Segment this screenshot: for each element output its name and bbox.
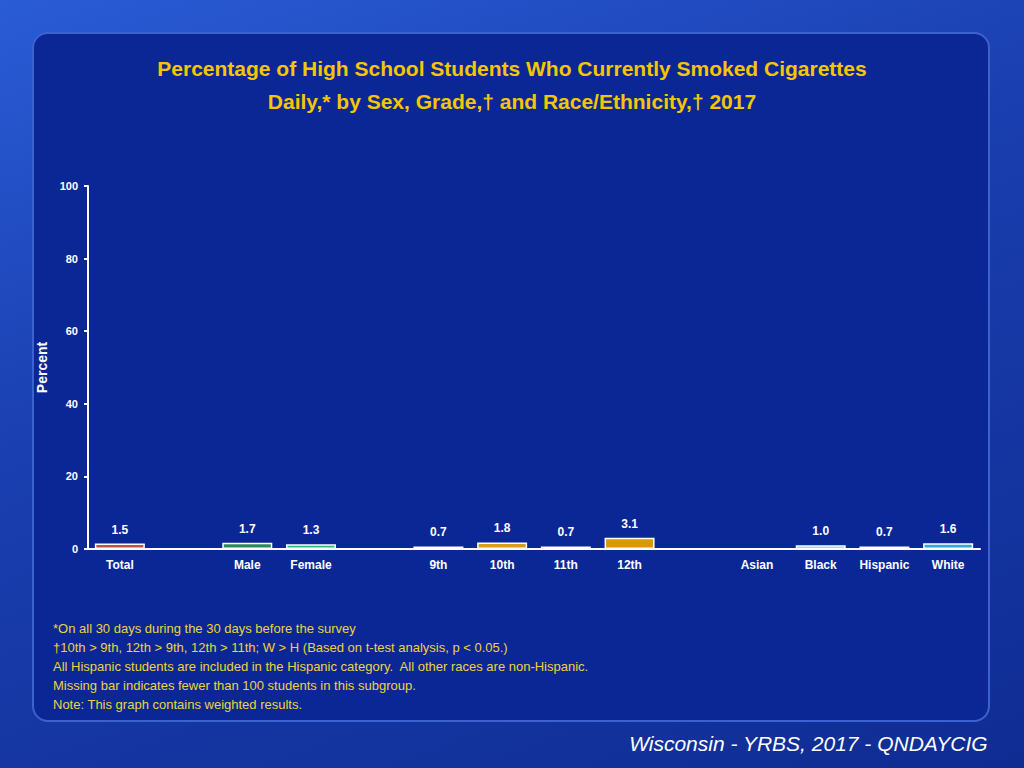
svg-text:0: 0 bbox=[72, 543, 78, 555]
svg-text:80: 80 bbox=[66, 253, 78, 265]
svg-text:Asian: Asian bbox=[741, 558, 774, 572]
svg-text:10th: 10th bbox=[490, 558, 515, 572]
svg-text:Note: This graph contains weig: Note: This graph contains weighted resul… bbox=[53, 697, 302, 712]
svg-text:20: 20 bbox=[66, 470, 78, 482]
svg-text:1.6: 1.6 bbox=[940, 522, 957, 536]
svg-text:Female: Female bbox=[290, 558, 332, 572]
svg-text:Missing bar indicates fewer th: Missing bar indicates fewer than 100 stu… bbox=[53, 678, 416, 693]
svg-text:3.1: 3.1 bbox=[621, 517, 638, 531]
svg-text:1.7: 1.7 bbox=[239, 522, 256, 536]
svg-text:Male: Male bbox=[234, 558, 261, 572]
svg-text:11th: 11th bbox=[554, 558, 578, 572]
svg-text:Wisconsin - YRBS, 2017 - QNDAY: Wisconsin - YRBS, 2017 - QNDAYCIG bbox=[629, 732, 987, 755]
svg-text:100: 100 bbox=[60, 180, 78, 192]
svg-text:1.8: 1.8 bbox=[494, 521, 511, 535]
svg-text:Percent: Percent bbox=[34, 341, 50, 393]
svg-text:Total: Total bbox=[106, 558, 134, 572]
svg-text:0.7: 0.7 bbox=[558, 525, 575, 539]
svg-text:1.0: 1.0 bbox=[812, 524, 829, 538]
svg-text:Percentage of High School Stud: Percentage of High School Students Who C… bbox=[157, 57, 866, 80]
svg-text:1.5: 1.5 bbox=[112, 523, 129, 537]
svg-text:0.7: 0.7 bbox=[430, 525, 447, 539]
svg-text:Daily,* by Sex, Grade,† and Ra: Daily,* by Sex, Grade,† and Race/Ethnici… bbox=[268, 90, 756, 113]
svg-text:9th: 9th bbox=[429, 558, 447, 572]
svg-text:†10th > 9th, 12th > 9th, 12th: †10th > 9th, 12th > 9th, 12th > 11th; W … bbox=[53, 640, 508, 655]
svg-text:Hispanic: Hispanic bbox=[859, 558, 909, 572]
svg-text:60: 60 bbox=[66, 325, 78, 337]
svg-text:*On all 30 days during the 30: *On all 30 days during the 30 days befor… bbox=[53, 621, 356, 636]
svg-text:12th: 12th bbox=[617, 558, 642, 572]
svg-text:0.7: 0.7 bbox=[876, 525, 893, 539]
svg-text:All Hispanic students are incl: All Hispanic students are included in th… bbox=[53, 659, 588, 674]
svg-text:40: 40 bbox=[66, 398, 78, 410]
svg-text:1.3: 1.3 bbox=[303, 523, 320, 537]
svg-text:Black: Black bbox=[805, 558, 837, 572]
svg-text:White: White bbox=[932, 558, 965, 572]
